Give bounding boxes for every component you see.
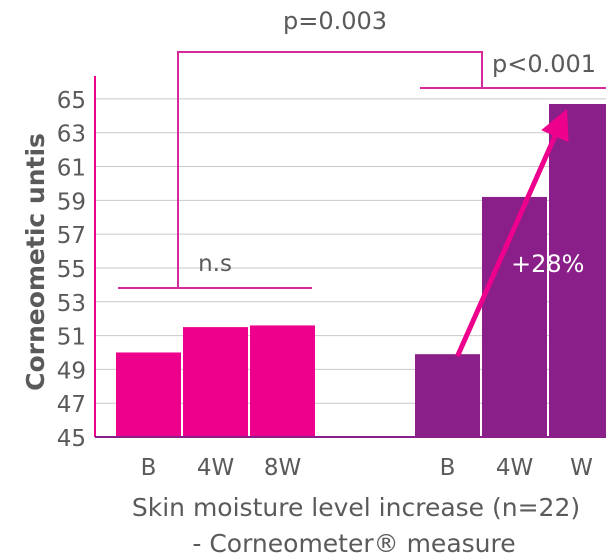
y-tick-label: 49 — [57, 358, 86, 384]
y-tick-label: 65 — [57, 88, 86, 114]
annotations: n.s p=0.003 p<0.001 +28% — [118, 7, 606, 358]
x-axis-label: Skin moisture level increase (n=22) — [132, 493, 580, 522]
y-tick-label: 63 — [57, 122, 86, 148]
x-tick-label: B — [141, 455, 157, 481]
bar — [250, 325, 315, 437]
x-axis-label-line2: - Corneometer® measure — [192, 529, 515, 558]
increase-arrow — [455, 108, 569, 358]
y-tick-label: 51 — [57, 325, 86, 351]
y-tick-label: 57 — [57, 223, 86, 249]
x-tick-label: 4W — [197, 455, 234, 481]
x-tick-label: 8W — [264, 455, 301, 481]
y-tick-label: 45 — [57, 426, 86, 452]
x-tick-label: 4W — [496, 455, 533, 481]
p-value-label: p=0.003 — [283, 7, 387, 35]
y-tick-label: 59 — [57, 189, 86, 215]
y-tick-label: 55 — [57, 257, 86, 283]
bar — [482, 196, 547, 437]
x-tick-label: B — [440, 455, 456, 481]
bar — [549, 103, 606, 437]
y-axis-label: Corneometic untis — [21, 133, 50, 391]
bar — [415, 354, 480, 437]
ns-annotation: n.s — [198, 251, 232, 277]
x-tick-label: W — [570, 455, 593, 481]
axes: 45 47 49 51 53 55 57 59 61 63 65 B 4W 8W B 4W W — [57, 76, 606, 481]
y-tick-label: 47 — [57, 392, 86, 418]
bars — [116, 103, 606, 437]
bar — [116, 352, 181, 437]
y-tick-label: 61 — [57, 156, 86, 182]
bar — [183, 327, 248, 437]
labels: Corneometic untis Skin moisture level in… — [21, 133, 580, 558]
comparison-bracket — [177, 51, 483, 288]
percent-increase-label: +28% — [511, 250, 584, 278]
p-value-label-2: p<0.001 — [492, 50, 596, 78]
y-tick-label: 53 — [57, 291, 86, 317]
